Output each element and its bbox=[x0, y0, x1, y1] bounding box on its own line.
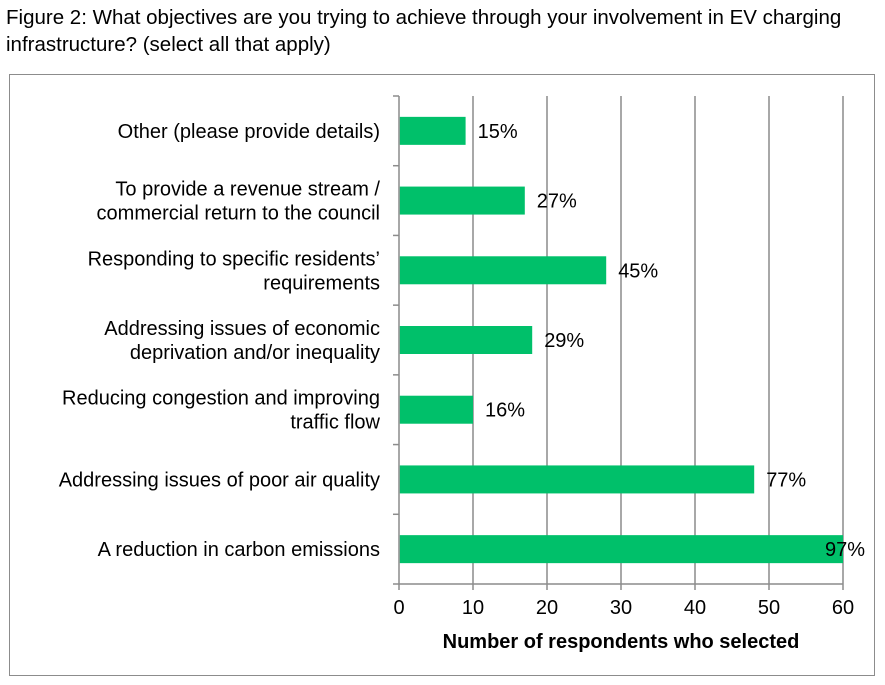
category-label-6: A reduction in carbon emissions bbox=[98, 539, 380, 561]
x-tick-label: 20 bbox=[536, 597, 558, 619]
category-label-4: traffic flow bbox=[290, 412, 380, 434]
category-label-2: requirements bbox=[263, 272, 380, 294]
category-label-5: Addressing issues of poor air quality bbox=[59, 469, 380, 491]
category-label-3: deprivation and/or inequality bbox=[130, 342, 380, 364]
category-label-4: Reducing congestion and improving bbox=[62, 388, 380, 410]
data-label-0: 15% bbox=[478, 121, 518, 143]
bars bbox=[399, 116, 843, 564]
x-tick-label: 60 bbox=[832, 597, 854, 619]
bar-3 bbox=[399, 326, 533, 354]
x-tick-label: 30 bbox=[610, 597, 632, 619]
category-label-2: Responding to specific residents’ bbox=[88, 248, 380, 270]
data-label-1: 27% bbox=[537, 191, 577, 213]
bar-1 bbox=[399, 186, 525, 215]
data-label-4: 16% bbox=[485, 400, 525, 422]
chart-frame bbox=[9, 74, 875, 676]
x-tick-label: 40 bbox=[684, 597, 706, 619]
x-tick-label: 10 bbox=[462, 597, 484, 619]
figure-title: Figure 2: What objectives are you trying… bbox=[6, 6, 842, 56]
bar-5 bbox=[399, 465, 755, 494]
bar-0 bbox=[399, 116, 466, 145]
data-label-5: 77% bbox=[766, 469, 806, 491]
data-label-6: 97% bbox=[825, 539, 865, 561]
category-label-1: commercial return to the council bbox=[97, 203, 380, 225]
category-label-0: Other (please provide details) bbox=[118, 121, 380, 143]
data-label-2: 45% bbox=[618, 260, 658, 282]
category-label-1: To provide a revenue stream / bbox=[115, 179, 380, 201]
bar-6 bbox=[399, 535, 843, 564]
x-axis-title: Number of respondents who selected bbox=[443, 631, 800, 653]
x-tick-label: 50 bbox=[758, 597, 780, 619]
bar-2 bbox=[399, 256, 607, 285]
bar-4 bbox=[399, 395, 473, 424]
axes bbox=[393, 95, 844, 590]
labels: 0 10 20 30 40 50 60 15% Other (please provide de… bbox=[59, 121, 866, 619]
x-tick-label: 0 bbox=[393, 597, 404, 619]
data-label-3: 29% bbox=[544, 330, 584, 352]
category-label-3: Addressing issues of economic bbox=[104, 318, 380, 340]
